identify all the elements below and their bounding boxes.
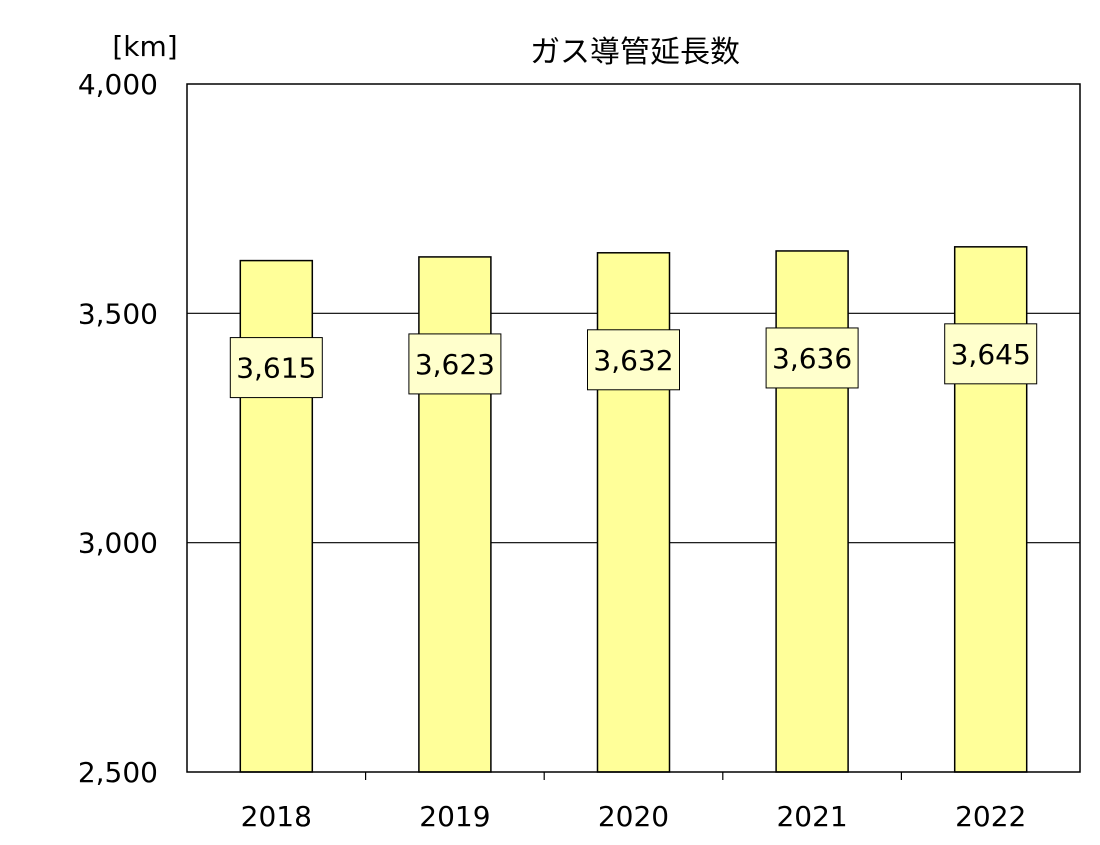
plot-area (186, 83, 1081, 773)
data-label: 3,615 (236, 352, 316, 385)
data-label-box (229, 337, 323, 399)
data-label: 3,645 (951, 338, 1031, 371)
y-tick-label: 3,000 (78, 527, 158, 560)
x-tick-label: 2021 (776, 800, 847, 833)
data-label: 3,632 (593, 344, 673, 377)
x-tick-label: 2022 (955, 800, 1026, 833)
data-label-box (765, 327, 859, 389)
data-label: 3,623 (415, 348, 495, 381)
data-label-box (944, 323, 1038, 385)
y-tick-label: 2,500 (78, 756, 158, 789)
data-labels: 3,615 3,623 3,632 3,636 3,645 (229, 323, 1038, 399)
x-axis-ticks: 2018 2019 2020 2021 2022 (241, 772, 1026, 833)
data-label: 3,636 (772, 342, 852, 375)
bars (239, 246, 1028, 773)
x-tick-label: 2018 (241, 800, 312, 833)
y-tick-label: 3,500 (78, 297, 158, 330)
x-tick-label: 2019 (419, 800, 490, 833)
y-tick-label: 4,000 (78, 68, 158, 101)
data-label-box (587, 329, 680, 391)
x-tick-label: 2020 (598, 800, 669, 833)
y-axis-ticks: 2,500 3,000 3,500 4,000 (78, 68, 158, 789)
chart-title: ガス導管延長数 (530, 35, 740, 70)
data-label-box (408, 333, 502, 395)
y-axis-unit: [km] (112, 30, 177, 63)
